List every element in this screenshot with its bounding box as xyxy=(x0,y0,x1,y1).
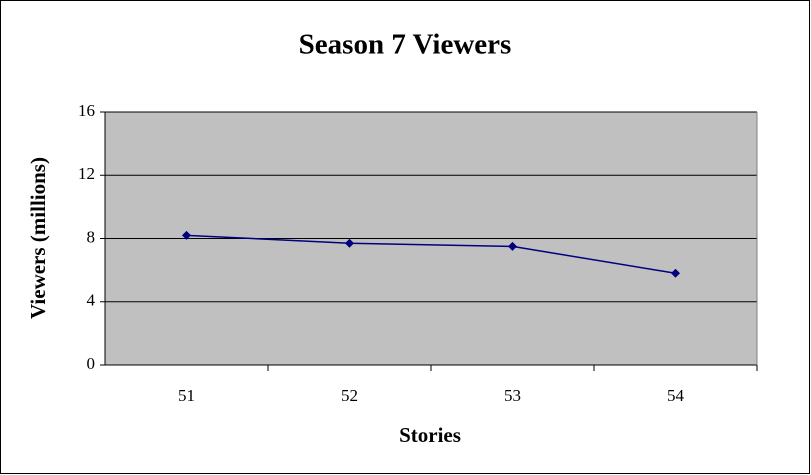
x-tick-label: 51 xyxy=(178,386,195,405)
x-axis-title: Stories xyxy=(399,423,461,447)
y-axis-title: Viewers (millions) xyxy=(26,157,50,319)
chart-title: Season 7 Viewers xyxy=(299,29,512,61)
y-tick-label: 12 xyxy=(78,164,95,183)
x-tick-label: 52 xyxy=(341,386,358,405)
point xyxy=(671,268,680,278)
y-tick-label: 4 xyxy=(87,291,96,310)
x-tick-label: 53 xyxy=(504,386,521,405)
y-tick-label: 8 xyxy=(87,227,96,246)
point xyxy=(508,241,517,251)
x-tick-label: 54 xyxy=(667,386,685,405)
point xyxy=(182,230,191,240)
series-line xyxy=(186,234,676,275)
y-tick-label: 0 xyxy=(87,354,96,373)
point xyxy=(345,238,354,248)
y-tick-label: 16 xyxy=(78,101,95,120)
